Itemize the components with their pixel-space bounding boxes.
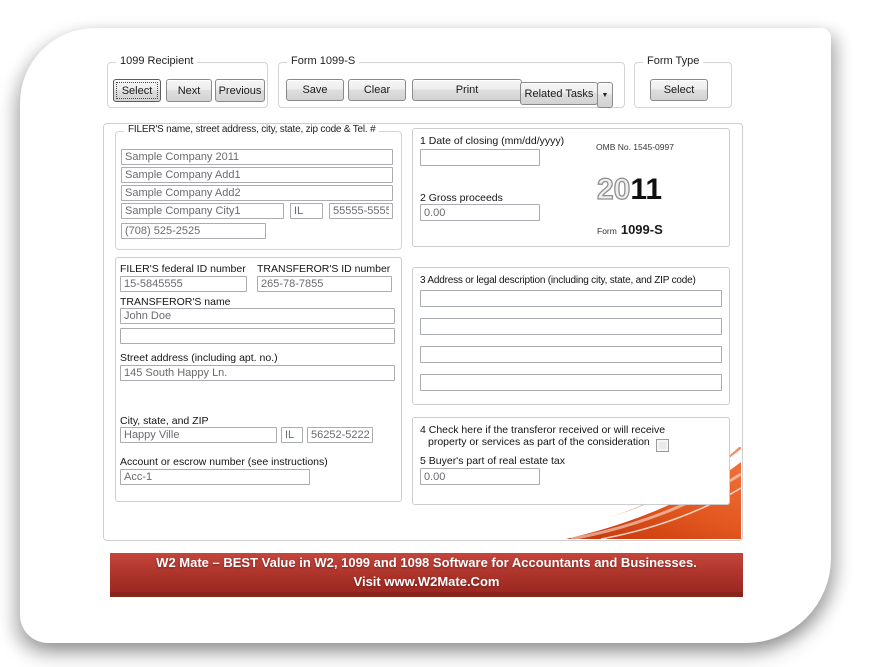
form-number: 1099-S	[620, 222, 663, 237]
account-label: Account or escrow number (see instructio…	[120, 456, 328, 468]
gross-proceeds-field[interactable]	[420, 204, 540, 221]
box1-2-panel	[412, 128, 730, 247]
filer-zip-field[interactable]	[329, 203, 393, 219]
transferor-name-field[interactable]	[120, 308, 395, 324]
street-address-field[interactable]	[120, 365, 395, 381]
filer-address2-field[interactable]	[121, 185, 393, 201]
transferor-id-field[interactable]	[257, 276, 392, 292]
legal-description-field-2[interactable]	[420, 318, 722, 335]
box1-label: 1 Date of closing (mm/dd/yyyy)	[420, 135, 565, 147]
filer-groupbox-label: FILER'S name, street address, city, stat…	[124, 124, 380, 135]
promo-banner-line1: W2 Mate – BEST Value in W2, 1099 and 109…	[156, 554, 697, 570]
transferor-id-label: TRANSFEROR'S ID number	[257, 263, 391, 275]
buyers-tax-field[interactable]	[420, 468, 540, 485]
filer-name-field[interactable]	[121, 149, 393, 165]
transferor-name-label: TRANSFEROR'S name	[120, 296, 231, 308]
box3-label: 3 Address or legal description (includin…	[420, 275, 696, 286]
box5-label: 5 Buyer's part of real estate tax	[420, 455, 565, 467]
related-tasks-dropdown-button[interactable]: ▼	[597, 82, 613, 108]
street-address-label: Street address (including apt. no.)	[120, 352, 278, 364]
date-of-closing-field[interactable]	[420, 149, 540, 166]
omb-number: OMB No. 1545-0997	[596, 142, 674, 152]
promo-banner: W2 Mate – BEST Value in W2, 1099 and 109…	[110, 553, 743, 597]
related-tasks-button[interactable]: Related Tasks	[520, 82, 598, 105]
transferor-zip-field[interactable]	[307, 427, 373, 443]
box2-label: 2 Gross proceeds	[420, 192, 503, 204]
promo-banner-line2: Visit www.W2Mate.Com	[353, 573, 500, 589]
transferor-name2-field[interactable]	[120, 328, 395, 344]
recipient-previous-button[interactable]: Previous	[215, 79, 265, 102]
transferor-state-field[interactable]	[281, 427, 303, 443]
save-button[interactable]: Save	[286, 79, 344, 101]
recipient-select-button[interactable]: Select	[113, 79, 161, 102]
group-form-type-label: Form Type	[643, 55, 704, 67]
filer-city-field[interactable]	[121, 203, 284, 219]
city-state-zip-label: City, state, and ZIP	[120, 415, 209, 427]
legal-description-field-3[interactable]	[420, 346, 722, 363]
legal-description-field-1[interactable]	[420, 290, 722, 307]
form-type-select-button[interactable]: Select	[650, 79, 708, 101]
form-number-label: Form 1099-S	[597, 221, 663, 239]
tax-year-outline: 20	[596, 173, 631, 206]
box4-label-line2: property or services as part of the cons…	[428, 436, 650, 448]
property-services-checkbox[interactable]	[656, 439, 669, 452]
filer-id-field[interactable]	[120, 276, 247, 292]
filer-state-field[interactable]	[290, 203, 323, 219]
tax-year: 2011	[596, 173, 663, 206]
box4-label-line1: 4 Check here if the transferor received …	[420, 424, 666, 436]
filer-phone-field[interactable]	[121, 223, 266, 239]
chevron-down-icon: ▼	[601, 91, 609, 99]
group-1099-recipient-label: 1099 Recipient	[116, 55, 198, 67]
filer-address1-field[interactable]	[121, 167, 393, 183]
group-form-1099s: Form 1099-S	[278, 55, 625, 108]
legal-description-field-4[interactable]	[420, 374, 722, 391]
tax-year-solid: 11	[630, 173, 663, 206]
account-field[interactable]	[120, 469, 310, 485]
filer-id-label: FILER'S federal ID number	[120, 263, 246, 275]
group-form-type: Form Type	[634, 55, 732, 108]
print-button[interactable]: Print	[412, 79, 522, 101]
form-word: Form	[597, 226, 617, 236]
transferor-city-field[interactable]	[120, 427, 277, 443]
clear-button[interactable]: Clear	[348, 79, 406, 101]
group-form-1099s-label: Form 1099-S	[287, 55, 360, 67]
recipient-next-button[interactable]: Next	[166, 79, 212, 102]
